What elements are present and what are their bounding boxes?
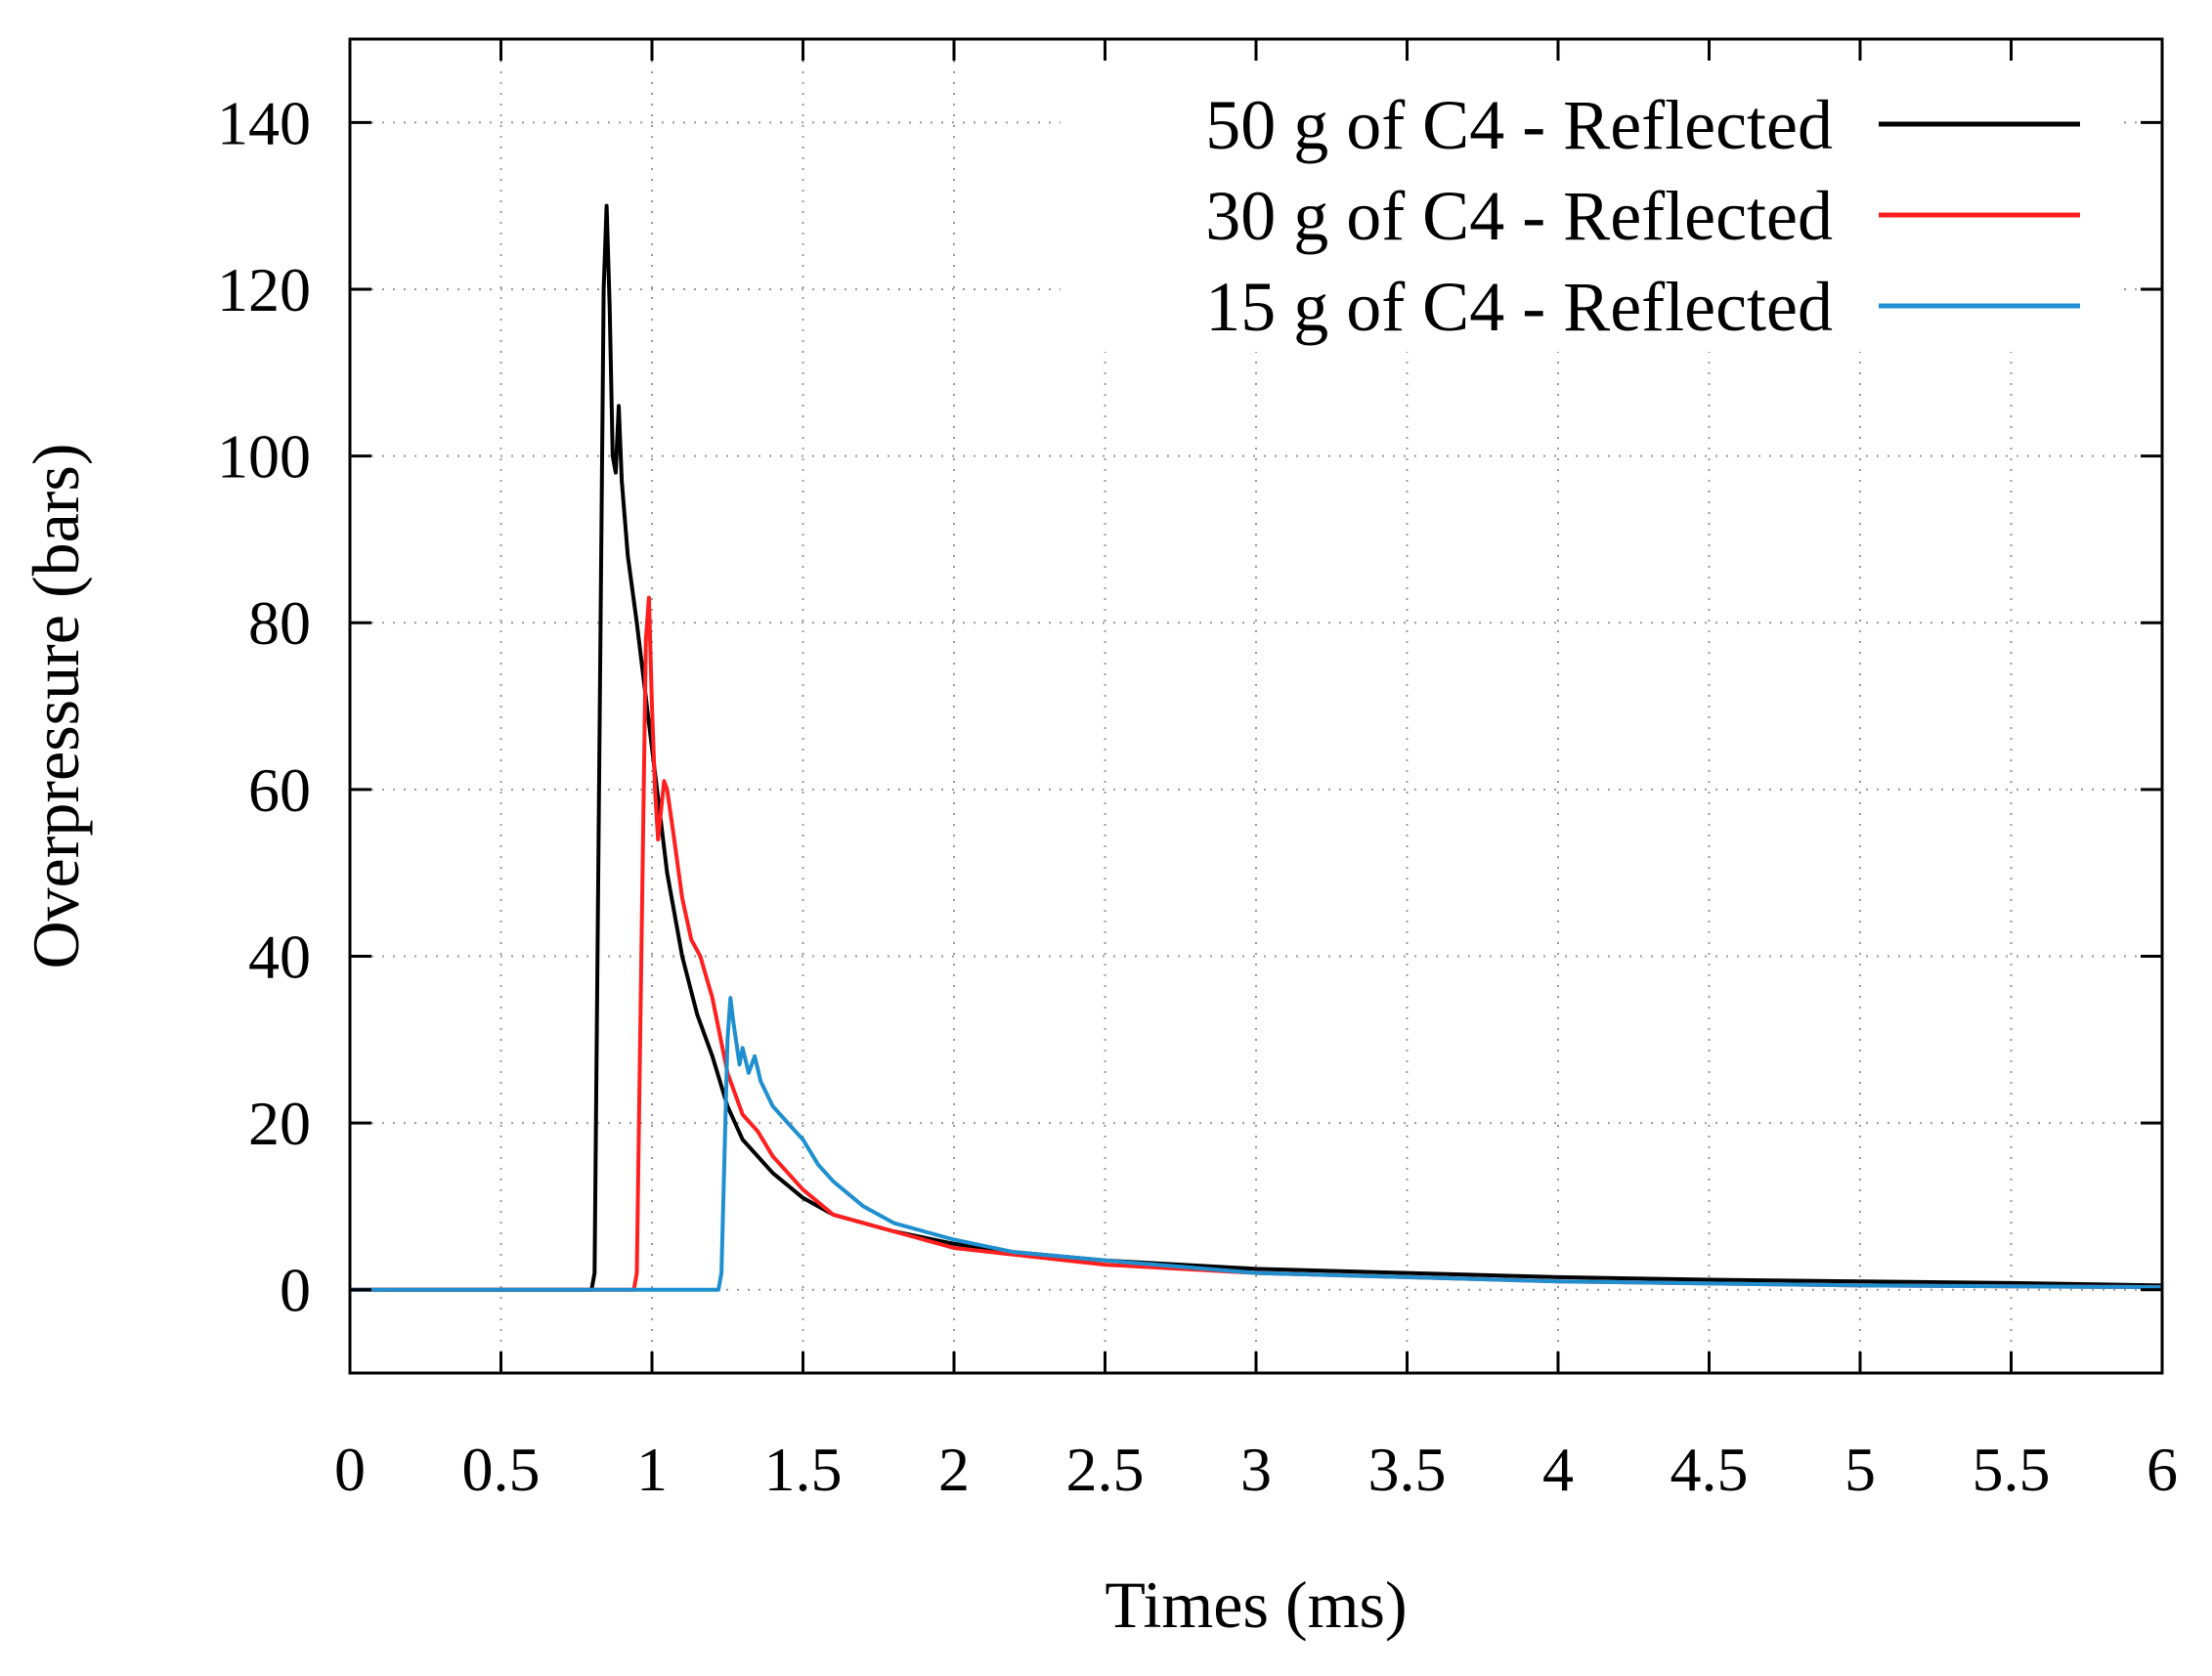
x-tick-label: 5 xyxy=(1844,1435,1876,1504)
x-axis-title: Times (ms) xyxy=(1105,1568,1407,1642)
y-tick-label: 40 xyxy=(248,922,311,991)
x-tick-label: 6 xyxy=(2147,1435,2178,1504)
x-tick-label: 1.5 xyxy=(764,1435,843,1504)
y-tick-label: 120 xyxy=(217,255,311,324)
x-tick-label: 5.5 xyxy=(1973,1435,2051,1504)
legend-label: 30 g of C4 - Reflected xyxy=(1205,177,1833,255)
ticks: 0 20 40 60 80 100 120 140 0 0.5 1 1.5 2 2.5 3 3.5 4 4.5 5 5… xyxy=(217,39,2178,1504)
series-line-1 xyxy=(350,595,2163,1292)
x-tick-label: 3 xyxy=(1240,1435,1272,1504)
x-tick-label: 0 xyxy=(334,1435,366,1504)
y-tick-label: 100 xyxy=(217,422,311,492)
x-tick-label: 2.5 xyxy=(1066,1435,1145,1504)
y-tick-label: 20 xyxy=(248,1089,311,1158)
series-layer xyxy=(350,203,2163,1292)
y-tick-label: 80 xyxy=(248,588,311,658)
x-tick-label: 0.5 xyxy=(462,1435,541,1504)
x-tick-label: 1 xyxy=(636,1435,668,1504)
y-tick-label: 60 xyxy=(248,755,311,825)
legend-background xyxy=(1061,59,2116,352)
legend: 50 g of C4 - Reflected 30 g of C4 - Refle… xyxy=(1061,59,2116,352)
x-tick-label: 4 xyxy=(1542,1435,1574,1504)
legend-label: 50 g of C4 - Reflected xyxy=(1205,86,1833,164)
legend-label: 15 g of C4 - Reflected xyxy=(1205,268,1833,346)
x-tick-label: 2 xyxy=(938,1435,970,1504)
x-tick-label: 4.5 xyxy=(1670,1435,1749,1504)
y-tick-label: 140 xyxy=(217,88,311,157)
x-tick-label: 3.5 xyxy=(1368,1435,1447,1504)
y-tick-label: 0 xyxy=(280,1256,311,1325)
series-line-0 xyxy=(350,203,2163,1292)
grid xyxy=(349,39,2163,1373)
y-axis-title: Overpressure (bars) xyxy=(19,443,93,968)
series-line-2 xyxy=(350,996,2163,1292)
